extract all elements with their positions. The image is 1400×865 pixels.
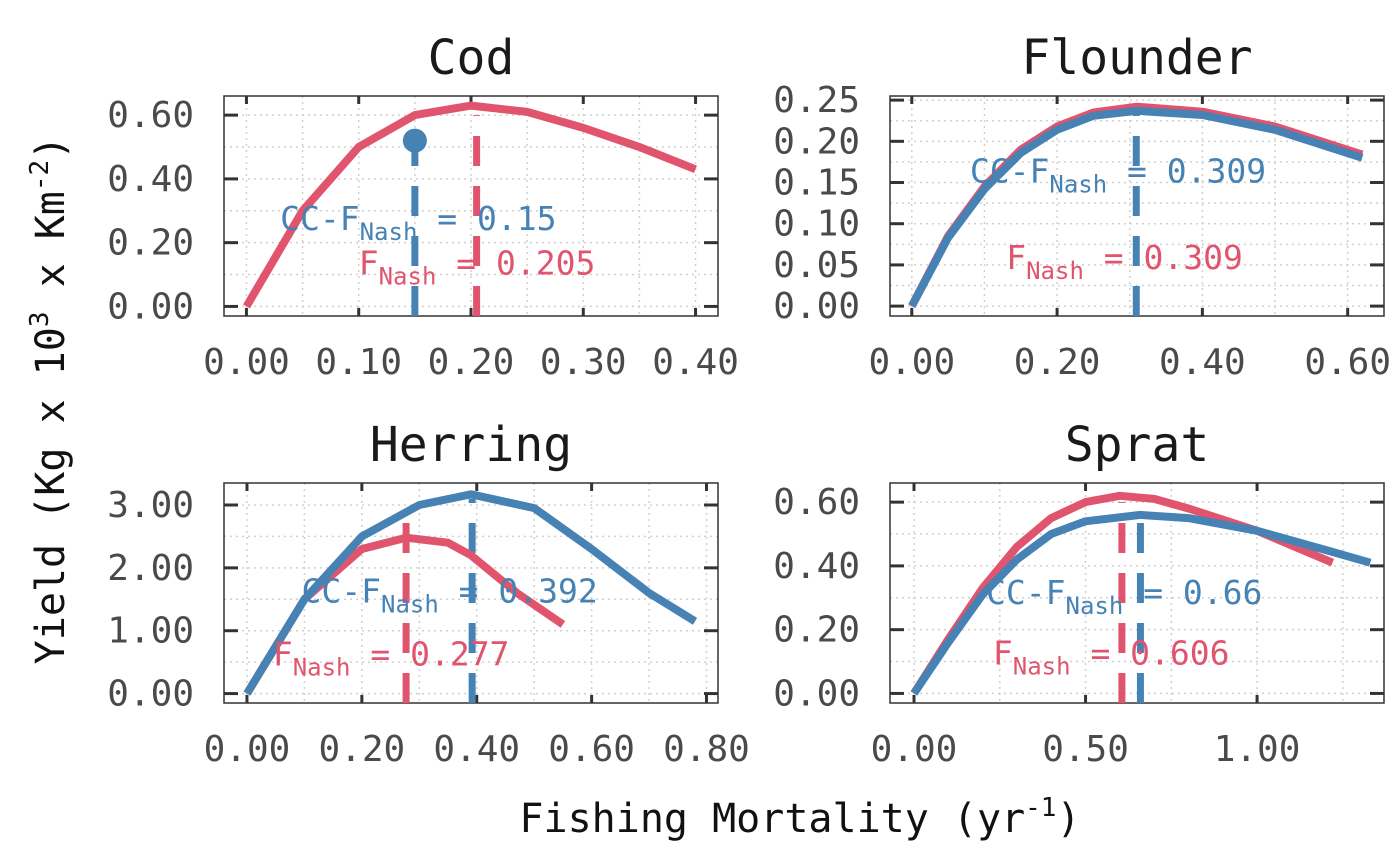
annotation-label: F [1006, 238, 1026, 277]
annotation-subscript: Nash [293, 653, 351, 681]
annotation-value: = 0.277 [350, 634, 509, 673]
panel-title: Sprat [1065, 417, 1210, 473]
annotation-subscript: Nash [381, 590, 439, 618]
annotation-subscript: Nash [1013, 653, 1071, 681]
x-tick-label: 0.20 [428, 342, 515, 383]
annotation-label: CC-F [280, 199, 359, 238]
x-tick-label: 0.00 [203, 342, 290, 383]
y-tick-label: 0.00 [107, 674, 194, 715]
x-tick-label: 1.00 [1214, 729, 1301, 770]
panel-cod: Cod 0.00 0.10 0.20 0.30 0.40 0.00 0.20 0.40 0.60 C… [107, 30, 739, 383]
annotation-value: = 0.309 [1107, 152, 1266, 191]
panel-title: Flounder [1021, 30, 1252, 86]
annotation-subscript: Nash [1026, 257, 1084, 285]
y-tick-label: 0.20 [773, 610, 860, 651]
annotation: FNash = 0.205 [359, 244, 596, 291]
annotation-value: = 0.309 [1084, 238, 1243, 277]
panel-title: Cod [428, 30, 515, 86]
x-tick-label: 0.00 [871, 729, 958, 770]
y-tick-label: 0.20 [107, 223, 194, 264]
annotation-label: CC-F [986, 573, 1065, 612]
x-tick-label: 0.60 [548, 729, 635, 770]
x-tick-label: 0.50 [1042, 729, 1129, 770]
annotation: CC-FNash = 0.15 [280, 199, 556, 246]
y-tick-label: 0.60 [773, 482, 860, 523]
annotation-label: F [273, 634, 293, 673]
annotation-label: F [993, 634, 1013, 673]
annotation-value: = 0.205 [436, 244, 595, 283]
x-tick-label: 0.40 [1159, 342, 1246, 383]
y-tick-label: 0.10 [773, 204, 860, 245]
annotation: FNash = 0.309 [1006, 238, 1243, 285]
x-tick-label: 0.00 [868, 342, 955, 383]
annotation-subscript: Nash [379, 263, 437, 291]
y-tick-label: 0.25 [773, 80, 860, 121]
annotation-label: CC-F [970, 152, 1049, 191]
series-line-cc-f-nash [908, 106, 1364, 308]
x-tick-label: 0.20 [319, 729, 406, 770]
x-tick-label: 0.30 [540, 342, 627, 383]
y-tick-label: 1.00 [107, 611, 194, 652]
annotation-subscript: Nash [1049, 171, 1107, 199]
annotation: CC-FNash = 0.66 [986, 573, 1262, 620]
annotation-label: F [359, 244, 379, 283]
y-tick-label: 0.00 [773, 673, 860, 714]
annotation-value: = 0.392 [439, 571, 598, 610]
series-line-cc-f-nash [910, 510, 1372, 696]
annotation: FNash = 0.277 [273, 634, 510, 681]
annotation-value: = 0.15 [417, 199, 556, 238]
annotation-label: CC-F [302, 571, 381, 610]
panel-herring: Herring 0.00 0.20 0.40 0.60 0.80 0.00 1.00 2.00 3… [107, 417, 750, 770]
series-line-f-nash [243, 101, 697, 309]
annotation-subscript: Nash [360, 218, 418, 246]
y-tick-label: 0.05 [773, 245, 860, 286]
y-tick-label: 0.00 [107, 286, 194, 327]
x-tick-label: 0.40 [652, 342, 739, 383]
y-tick-label: 2.00 [107, 548, 194, 589]
x-tick-label: 0.10 [315, 342, 402, 383]
x-tick-label: 0.00 [204, 729, 291, 770]
x-tick-label: 0.60 [1304, 342, 1391, 383]
cc-nash-point [402, 128, 427, 153]
y-tick-label: 0.40 [107, 159, 194, 200]
annotation: CC-FNash = 0.392 [302, 571, 598, 618]
annotation-subscript: Nash [1066, 592, 1124, 620]
annotation: FNash = 0.606 [993, 634, 1230, 681]
y-tick-label: 3.00 [107, 485, 194, 526]
annotation: CC-FNash = 0.309 [970, 152, 1266, 199]
annotation-value: = 0.606 [1071, 634, 1230, 673]
y-tick-label: 0.20 [773, 121, 860, 162]
x-axis-label: Fishing Mortality (yr-1) [519, 793, 1080, 842]
annotation-value: = 0.66 [1123, 573, 1262, 612]
y-tick-label: 0.60 [107, 95, 194, 136]
y-tick-label: 0.40 [773, 546, 860, 587]
y-tick-label: 0.15 [773, 163, 860, 204]
x-tick-label: 0.40 [433, 729, 520, 770]
x-tick-label: 0.80 [663, 729, 750, 770]
y-tick-label: 0.00 [773, 286, 860, 327]
panel-title: Herring [370, 417, 572, 473]
y-axis-label: Yield (Kg x 103 x Km-2) [25, 136, 74, 665]
x-tick-label: 0.20 [1014, 342, 1101, 383]
series-line-cc-f-nash [243, 490, 698, 696]
